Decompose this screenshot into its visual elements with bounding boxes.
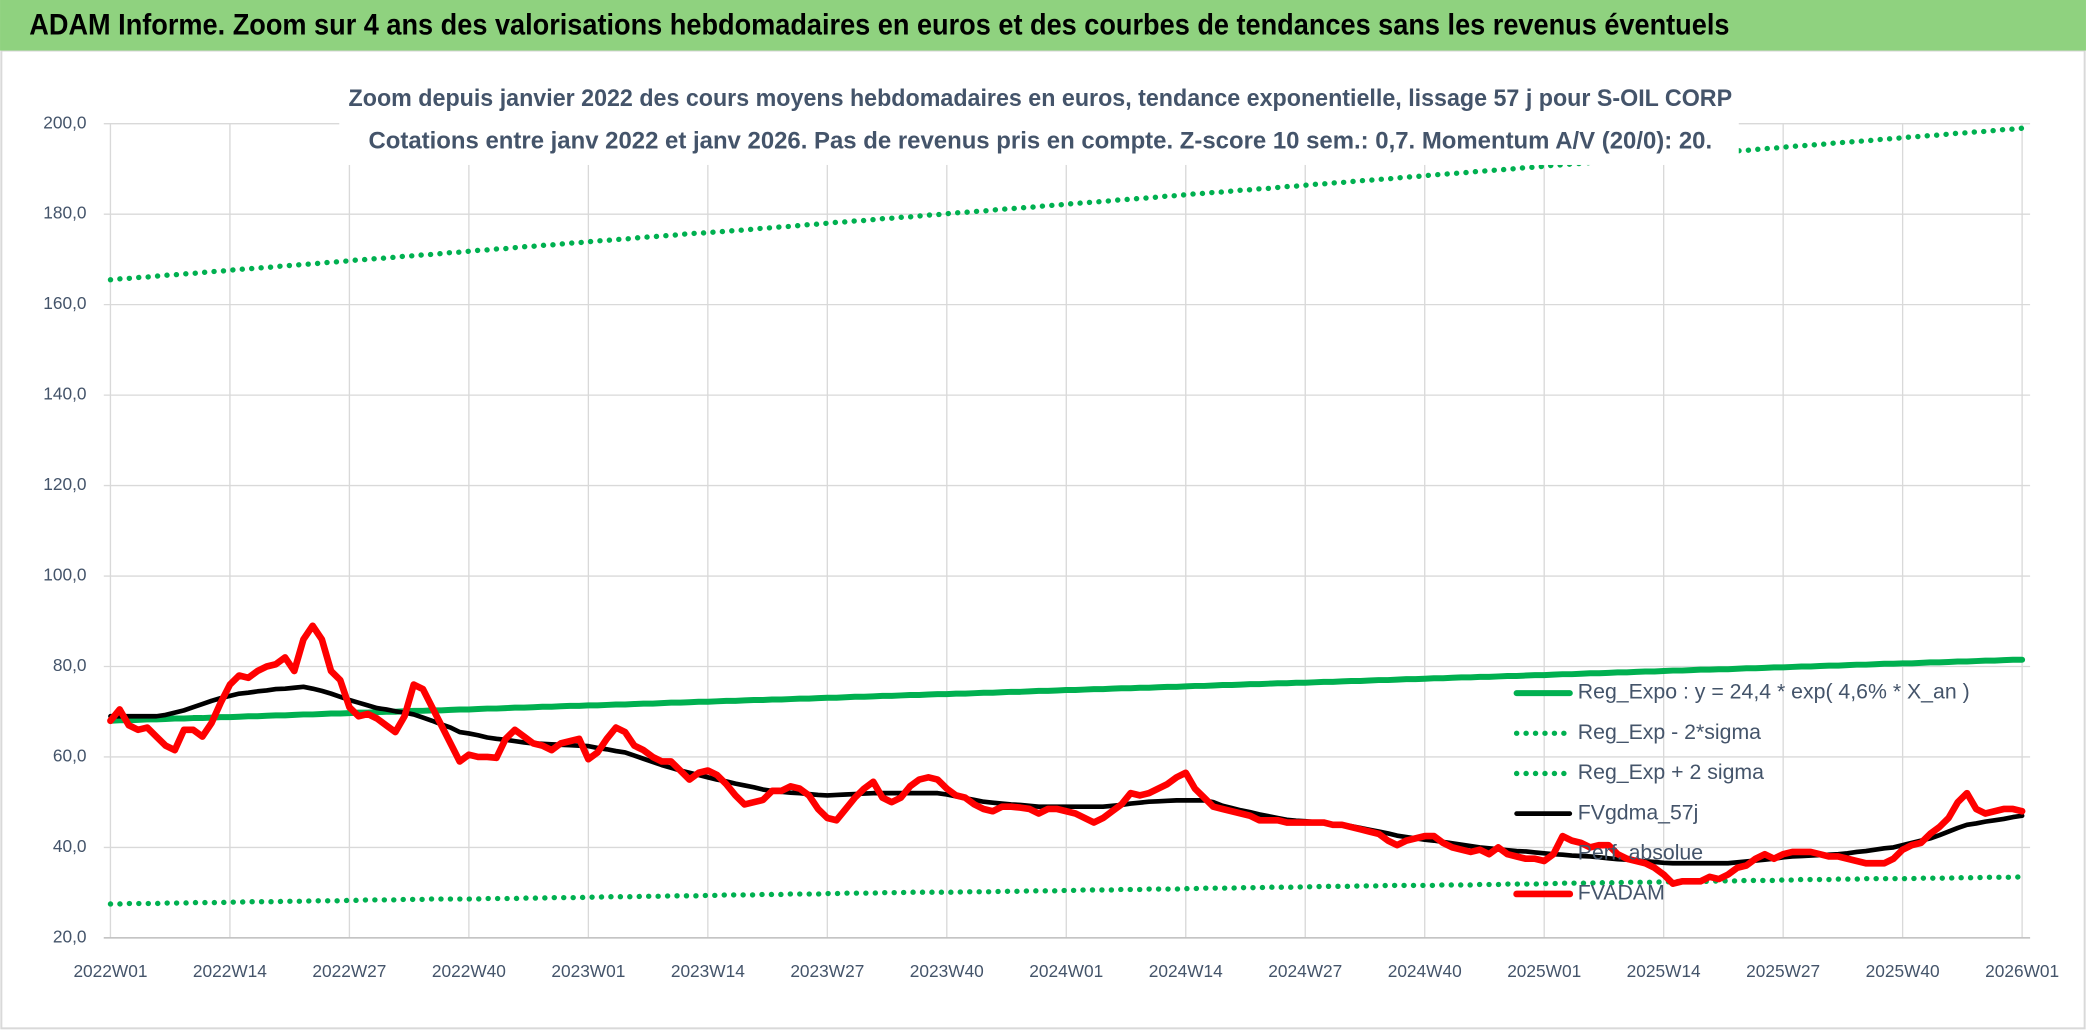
x-tick-label: 2023W14 — [671, 961, 745, 981]
x-tick-label: 2024W27 — [1268, 961, 1342, 981]
x-tick-label: 2024W14 — [1149, 961, 1223, 981]
x-tick-label: 2022W40 — [432, 961, 506, 981]
chart-title: Zoom depuis janvier 2022 des cours moyen… — [349, 85, 1733, 112]
y-tick-label: 60,0 — [53, 746, 87, 766]
x-tick-label: 2025W27 — [1746, 961, 1820, 981]
y-tick-label: 100,0 — [43, 565, 86, 585]
header-title: ADAM Informe. Zoom sur 4 ans des valoris… — [29, 9, 1729, 41]
series-line — [107, 622, 2026, 887]
chart-subtitle: Cotations entre janv 2022 et janv 2026. … — [369, 128, 1713, 155]
y-tick-label: 200,0 — [43, 112, 86, 132]
y-tick-label: 120,0 — [43, 474, 86, 494]
legend-label: Reg_Expo : y = 24,4 * exp( 4,6% * X_an ) — [1578, 680, 1970, 704]
x-tick-label: 2025W40 — [1866, 961, 1940, 981]
x-tick-label: 2022W27 — [312, 961, 386, 981]
series-line — [107, 656, 2026, 724]
y-tick-label: 40,0 — [53, 836, 87, 856]
x-tick-label: 2023W27 — [790, 961, 864, 981]
legend-label: Reg_Exp - 2*sigma — [1578, 720, 1761, 744]
series-line — [108, 684, 2025, 866]
legend: Reg_Expo : y = 24,4 * exp( 4,6% * X_an )… — [1513, 680, 1970, 905]
x-tick-label: 2022W14 — [193, 961, 267, 981]
x-tick-label: 2025W01 — [1507, 961, 1581, 981]
x-tick-label: 2023W01 — [551, 961, 625, 981]
y-tick-label: 180,0 — [43, 203, 86, 223]
y-tick-label: 160,0 — [43, 293, 86, 313]
x-tick-label: 2024W40 — [1388, 961, 1462, 981]
y-tick-label: 20,0 — [53, 926, 87, 946]
x-tick-label: 2023W40 — [910, 961, 984, 981]
legend-label: Perf. absolue — [1578, 840, 1703, 864]
y-tick-label: 140,0 — [43, 384, 86, 404]
y-tick-label: 80,0 — [53, 655, 87, 675]
title-box — [339, 77, 1739, 165]
legend-label: Reg_Exp + 2 sigma — [1578, 760, 1764, 784]
header-bar — [0, 0, 2086, 51]
x-tick-label: 2024W01 — [1029, 961, 1103, 981]
legend-label: FVADAM — [1578, 881, 1665, 905]
x-tick-label: 2026W01 — [1985, 961, 2059, 981]
legend-label: FVgdma_57j — [1578, 800, 1699, 824]
x-tick-label: 2025W14 — [1627, 961, 1701, 981]
x-tick-label: 2022W01 — [73, 961, 147, 981]
